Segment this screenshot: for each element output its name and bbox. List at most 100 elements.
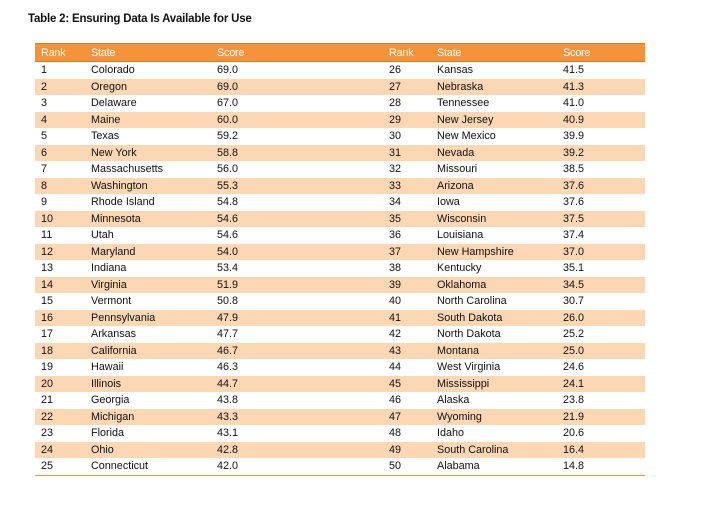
rank-cell: 7 <box>41 163 48 176</box>
rank-cell: 24 <box>35 441 85 458</box>
rank-cell: 9 <box>41 196 48 209</box>
rank-cell: 20 <box>35 375 85 392</box>
score-cell: 25.2 <box>563 328 585 341</box>
score-cell: 26.0 <box>557 309 645 326</box>
rank-cell: 14 <box>35 276 85 293</box>
state-cell: Delaware <box>91 97 137 110</box>
state-cell: Massachusetts <box>91 163 164 176</box>
table-row: 20 Illinois 44.7 45 Mississippi 24.1 <box>35 375 645 392</box>
state-cell: New Hampshire <box>431 243 557 260</box>
table-row: 6 New York 58.8 31 Nevada 39.2 <box>35 144 645 161</box>
score-cell: 24.6 <box>563 361 585 374</box>
state-cell: Oklahoma <box>431 276 557 293</box>
score-cell: 37.0 <box>557 243 645 260</box>
state-cell: Florida <box>91 427 125 440</box>
state-cell: Vermont <box>91 295 132 308</box>
table-row: 2 Oregon 69.0 27 Nebraska 41.3 <box>35 78 645 95</box>
score-cell: 25.0 <box>557 342 645 359</box>
score-cell: 47.9 <box>211 309 383 326</box>
header-rank: Rank <box>35 43 85 62</box>
score-cell: 54.6 <box>217 229 239 242</box>
table-row: 25 Connecticut 42.0 50 Alabama 14.8 <box>35 458 645 476</box>
score-cell: 40.9 <box>557 111 645 128</box>
header-score: Score <box>211 43 383 62</box>
state-cell: Tennessee <box>437 97 490 110</box>
table-row: 13 Indiana 53.4 38 Kentucky 35.1 <box>35 260 645 277</box>
rank-cell: 43 <box>383 342 431 359</box>
state-cell: Hawaii <box>91 361 124 374</box>
score-cell: 24.1 <box>557 375 645 392</box>
state-cell: New Jersey <box>431 111 557 128</box>
state-cell: Iowa <box>437 196 460 209</box>
score-cell: 43.8 <box>217 394 239 407</box>
score-cell: 16.4 <box>557 441 645 458</box>
score-cell: 14.8 <box>557 458 645 476</box>
state-cell: Kentucky <box>437 262 482 275</box>
rank-cell: 1 <box>41 64 48 77</box>
rank-cell: 38 <box>389 262 402 275</box>
rank-cell: 8 <box>35 177 85 194</box>
score-cell: 41.5 <box>563 64 585 77</box>
rank-cell: 34 <box>389 196 402 209</box>
rank-cell: 32 <box>389 163 402 176</box>
rank-cell: 11 <box>41 229 53 242</box>
state-cell: Illinois <box>85 375 211 392</box>
state-cell: Kansas <box>437 64 474 77</box>
state-cell: Connecticut <box>85 458 211 476</box>
state-cell: Georgia <box>91 394 130 407</box>
score-cell: 42.0 <box>211 458 383 476</box>
state-cell: Washington <box>85 177 211 194</box>
table-row: 12 Maryland 54.0 37 New Hampshire 37.0 <box>35 243 645 260</box>
table-row: 4 Maine 60.0 29 New Jersey 40.9 <box>35 111 645 128</box>
rank-cell: 23 <box>41 427 54 440</box>
score-cell: 35.1 <box>563 262 585 275</box>
table-title: Table 2: Ensuring Data Is Available for … <box>28 13 252 25</box>
score-cell: 55.3 <box>211 177 383 194</box>
state-cell: California <box>85 342 211 359</box>
rank-cell: 13 <box>41 262 54 275</box>
state-cell: New York <box>85 144 211 161</box>
score-cell: 56.0 <box>217 163 239 176</box>
state-cell: Rhode Island <box>91 196 155 209</box>
score-cell: 21.9 <box>557 408 645 425</box>
score-cell: 46.7 <box>211 342 383 359</box>
rank-cell: 10 <box>35 210 85 227</box>
table-row: 3 Delaware 67.0 28 Tennessee 41.0 <box>35 95 645 112</box>
state-cell: Ohio <box>85 441 211 458</box>
state-cell: South Carolina <box>431 441 557 458</box>
table-row: 24 Ohio 42.8 49 South Carolina 16.4 <box>35 441 645 458</box>
score-cell: 69.0 <box>217 64 239 77</box>
state-cell: Arkansas <box>91 328 137 341</box>
table-row: 7 Massachusetts 56.0 32 Missouri 38.5 <box>35 161 645 178</box>
table-header-row: Rank State Score Rank State Score <box>35 43 645 62</box>
rank-cell: 29 <box>383 111 431 128</box>
table-row: 5 Texas 59.2 30 New Mexico 39.9 <box>35 128 645 145</box>
header-state-2: State <box>431 43 557 62</box>
rank-cell: 5 <box>41 130 48 143</box>
rank-cell: 16 <box>35 309 85 326</box>
state-cell: Wyoming <box>431 408 557 425</box>
score-cell: 39.9 <box>563 130 585 143</box>
rank-cell: 31 <box>383 144 431 161</box>
score-cell: 54.8 <box>217 196 239 209</box>
rank-cell: 4 <box>35 111 85 128</box>
rank-cell: 48 <box>389 427 402 440</box>
state-cell: North Carolina <box>437 295 507 308</box>
rank-cell: 17 <box>41 328 54 341</box>
rank-cell: 44 <box>389 361 402 374</box>
rank-cell: 50 <box>383 458 431 476</box>
table-row: 10 Minnesota 54.6 35 Wisconsin 37.5 <box>35 210 645 227</box>
table-row: 15 Vermont 50.8 40 North Carolina 30.7 <box>35 293 645 310</box>
rank-cell: 37 <box>383 243 431 260</box>
table-row: 14 Virginia 51.9 39 Oklahoma 34.5 <box>35 276 645 293</box>
score-cell: 42.8 <box>211 441 383 458</box>
rank-cell: 30 <box>389 130 402 143</box>
score-cell: 37.4 <box>563 229 585 242</box>
header-score-2: Score <box>557 43 645 62</box>
rank-cell: 25 <box>35 458 85 476</box>
table-row: 11 Utah 54.6 36 Louisiana 37.4 <box>35 227 645 244</box>
state-cell: Maryland <box>85 243 211 260</box>
table-row: 18 California 46.7 43 Montana 25.0 <box>35 342 645 359</box>
score-cell: 58.8 <box>211 144 383 161</box>
rank-cell: 33 <box>383 177 431 194</box>
